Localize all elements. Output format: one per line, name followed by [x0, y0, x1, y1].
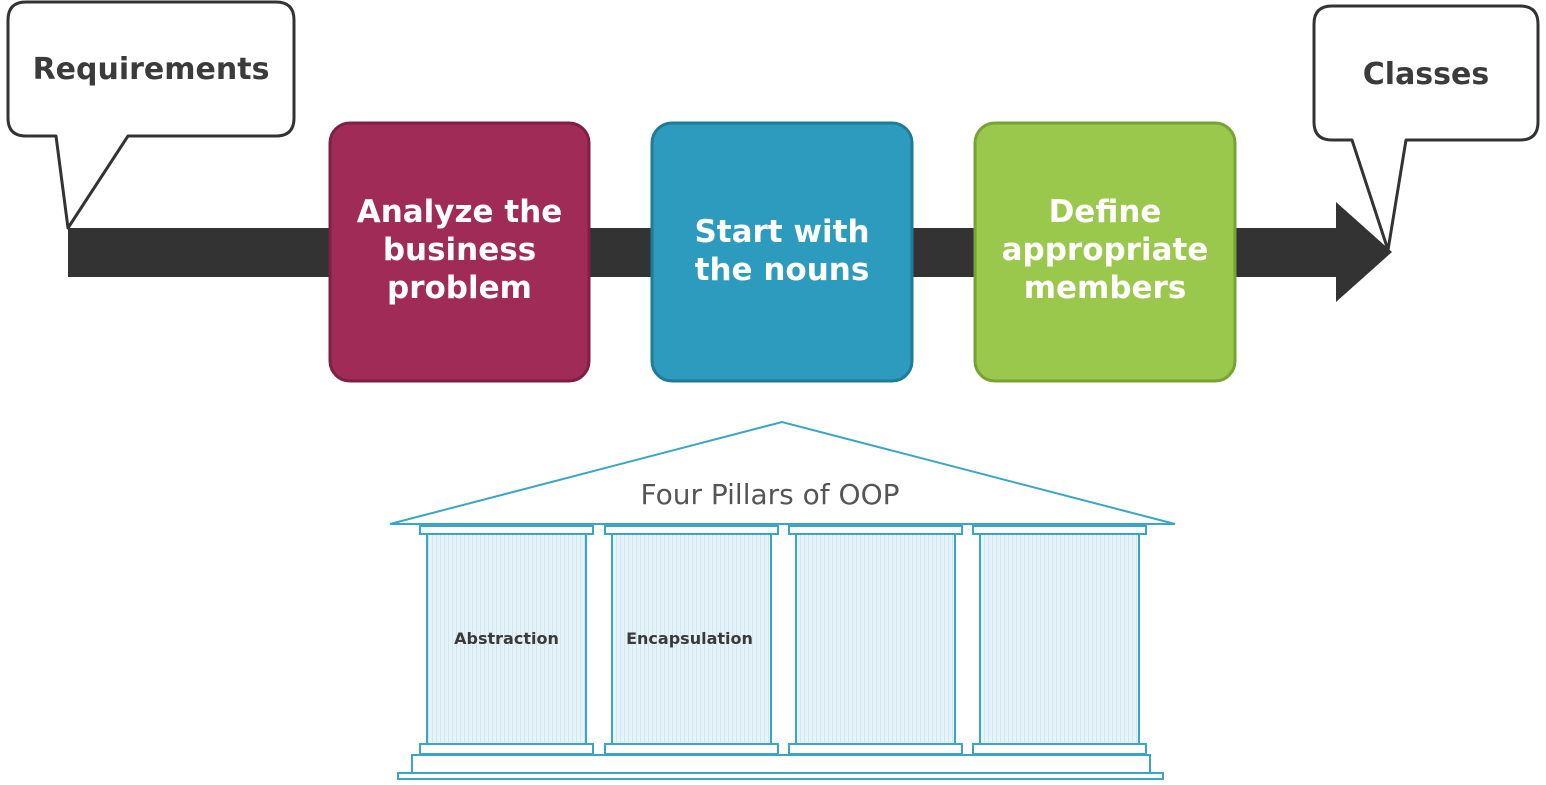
- pillar-third: [788, 525, 963, 755]
- classes-label: Classes: [1363, 57, 1489, 92]
- pillar-fourth: [972, 525, 1147, 755]
- requirements-callout: Requirements: [6, 0, 296, 230]
- classes-callout: Classes: [1312, 4, 1540, 252]
- pillar-base: [972, 743, 1147, 755]
- step-box: [973, 121, 1237, 383]
- requirements-callout-bubble: [6, 0, 296, 230]
- step-label-line: problem: [387, 270, 532, 306]
- classes-callout-bubble: [1312, 4, 1540, 252]
- pillar-base: [419, 743, 594, 755]
- step-box: [328, 121, 591, 383]
- pillar-capital: [972, 525, 1147, 535]
- step-label-line: members: [1024, 270, 1187, 306]
- step-label-line: appropriate: [1002, 232, 1209, 268]
- requirements-label: Requirements: [33, 52, 270, 87]
- step-label-line: Analyze the: [357, 194, 563, 230]
- step-start-with-nouns: Start with the nouns: [650, 121, 914, 383]
- step-box: [650, 121, 914, 383]
- step-define-appropriate-members: Define appropriate members: [973, 121, 1237, 383]
- temple-title: Four Pillars of OOP: [640, 478, 899, 511]
- temple-step-upper: [411, 754, 1151, 774]
- pillar-capital: [604, 525, 779, 535]
- pillar-label: Abstraction: [454, 629, 559, 648]
- step-label-line: business: [383, 232, 536, 268]
- step-label-line: Start with: [694, 214, 869, 250]
- arrow-head: [1336, 202, 1392, 302]
- pillar-base: [604, 743, 779, 755]
- temple-roof: [389, 420, 1176, 525]
- pillar-abstraction: Abstraction: [419, 525, 594, 755]
- pillar-shaft: [795, 533, 956, 745]
- pillar-capital: [419, 525, 594, 535]
- pillar-capital: [788, 525, 963, 535]
- pillar-base: [788, 743, 963, 755]
- step-label-line: the nouns: [695, 252, 870, 288]
- step-analyze-business-problem: Analyze the business problem: [328, 121, 591, 383]
- pillar-label: Encapsulation: [626, 629, 753, 648]
- pillar-shaft: [979, 533, 1140, 745]
- four-pillars-temple: Four Pillars of OOP Abstraction Encapsul…: [389, 420, 1176, 780]
- step-label-line: Define: [1049, 194, 1162, 230]
- temple-step-lower: [397, 772, 1164, 780]
- pillar-encapsulation: Encapsulation: [604, 525, 779, 755]
